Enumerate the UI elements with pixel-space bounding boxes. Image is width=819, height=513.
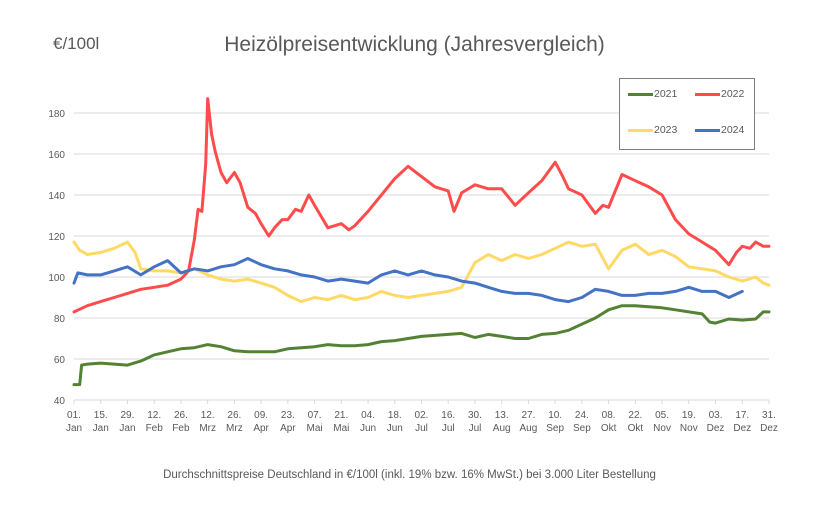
y-axis-ticks: 40 60 80 100 120 140 160 180: [48, 109, 65, 407]
y-tick-label: 180: [48, 109, 65, 120]
gridlines: [74, 112, 769, 360]
y-tick-label: 160: [48, 150, 65, 161]
x-tick-label: 01. Jan: [66, 410, 82, 434]
x-tick-label: 31. Dez: [760, 410, 778, 434]
legend-swatch-2023: [628, 128, 653, 132]
legend-label: 2022: [721, 88, 745, 100]
chart-title: Heizölpreisentwicklung (Jahresvergleich): [224, 33, 605, 56]
y-tick-label: 100: [48, 273, 65, 284]
legend-swatch-2022: [695, 92, 720, 96]
x-tick-label: 29. Jan: [119, 410, 135, 434]
x-tick-label: 13. Aug: [493, 410, 511, 434]
legend-label: 2023: [654, 124, 678, 136]
y-tick-label: 120: [48, 232, 65, 243]
x-tick-label: 08. Okt: [601, 410, 617, 434]
chart-footnote: Durchschnittspreise Deutschland in €/100…: [163, 469, 656, 481]
x-tick-label: 12. Mrz: [199, 410, 216, 434]
x-tick-label: 26. Feb: [172, 410, 190, 434]
legend-swatch-2021: [628, 92, 653, 96]
x-tick-label: 30. Jul: [468, 410, 482, 434]
series-line-2021: [72, 304, 771, 387]
x-tick-label: 07. Mai: [307, 410, 323, 434]
legend-item-2023: 2023: [628, 124, 677, 136]
legend-swatch-2024: [695, 128, 720, 132]
x-tick-label: 24. Sep: [573, 410, 591, 434]
x-tick-label: 03. Dez: [707, 410, 725, 434]
x-tick-label: 16. Jul: [441, 410, 455, 434]
x-axis: 01. Jan 15. Jan 29. Jan 12. Feb 26. Feb 12. Mrz 26. M…: [66, 399, 778, 434]
x-tick-label: 09. Apr: [253, 410, 269, 434]
y-axis-unit-label: €/100l: [53, 34, 100, 53]
series-line-2024: [72, 257, 744, 304]
x-tick-label: 17. Dez: [733, 410, 751, 434]
legend-label: 2024: [721, 124, 745, 136]
legend-item-2024: 2024: [695, 124, 744, 136]
x-tick-label: 05. Nov: [653, 410, 671, 434]
x-tick-label: 22. Okt: [628, 410, 644, 434]
chart-legend: 2021 2022 2023 2024: [619, 78, 755, 150]
legend-item-2022: 2022: [695, 88, 744, 100]
legend-label: 2021: [654, 88, 678, 100]
legend-item-2021: 2021: [628, 88, 677, 100]
x-tick-label: 15. Jan: [93, 410, 109, 434]
x-tick-label: 18. Jun: [387, 410, 403, 434]
y-tick-label: 140: [48, 191, 65, 202]
x-tick-label: 19. Nov: [680, 410, 698, 434]
x-tick-label: 12. Feb: [146, 410, 164, 434]
x-tick-label: 04. Jun: [360, 410, 376, 434]
series-lines: [72, 97, 771, 387]
x-tick-label: 10. Sep: [546, 410, 564, 434]
series-line-2023: [72, 240, 771, 304]
x-tick-label: 21. Mai: [333, 410, 349, 434]
x-tick-label: 02. Jul: [415, 410, 429, 434]
series-line-2022: [72, 97, 771, 314]
x-tick-label: 23. Apr: [280, 410, 296, 434]
y-tick-label: 80: [54, 314, 66, 325]
y-tick-label: 40: [54, 396, 66, 407]
y-tick-label: 60: [54, 355, 66, 366]
x-tick-label: 26. Mrz: [226, 410, 243, 434]
x-tick-label: 27. Aug: [520, 410, 538, 434]
